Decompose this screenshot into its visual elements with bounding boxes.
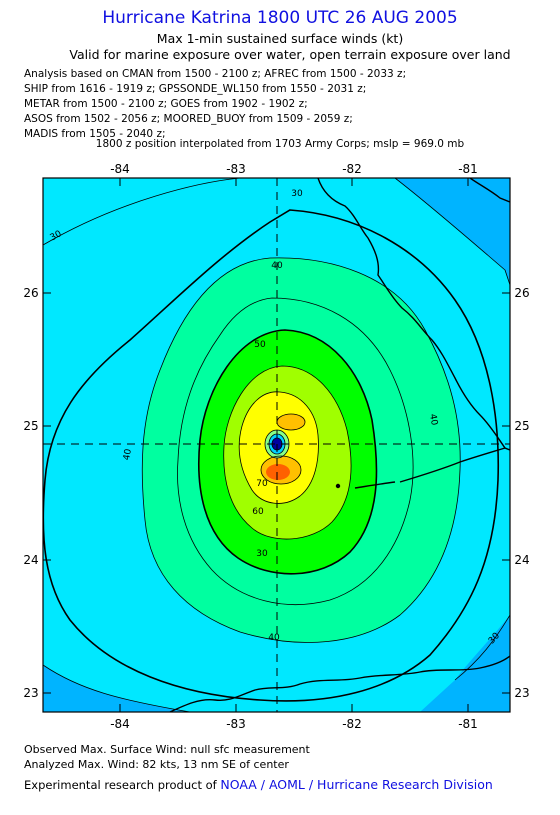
lon-tick-label: -83 [226, 717, 246, 731]
florida-coastline-north [469, 178, 510, 203]
contour-line [177, 297, 414, 605]
organization-link[interactable]: NOAA / AOML / Hurricane Research Divisio… [220, 777, 493, 792]
lat-tick-label: 23 [514, 686, 529, 700]
lon-tick-label: -84 [110, 717, 130, 731]
wind-field-map: -84 -83 -82 -81 -84 -83 -82 -81 26 25 24… [23, 162, 529, 731]
map-title: Hurricane Katrina 1800 UTC 26 AUG 2005 [102, 8, 458, 28]
contour-label: 50 [254, 340, 266, 350]
contour-label: 30 [256, 549, 268, 559]
cuba-coastline [169, 655, 510, 712]
band-80-90-north [277, 414, 305, 430]
contour-label: 40 [122, 448, 134, 461]
contour-line [197, 329, 378, 575]
lat-tick-label: 23 [23, 686, 38, 700]
analysis-line: Analysis based on CMAN from 1500 - 2100 … [24, 68, 407, 80]
contour-line [43, 664, 191, 712]
analysis-line: METAR from 1500 - 2100 z; GOES from 1902… [24, 98, 308, 110]
lon-tick-label: -81 [458, 162, 478, 176]
contour-line [43, 209, 500, 702]
validity-note: Valid for marine exposure over water, op… [69, 47, 511, 62]
contour-label: 70 [256, 479, 268, 489]
analysis-line: SHIP from 1616 - 1919 z; GPSSONDE_WL150 … [24, 83, 367, 95]
analyzed-max-wind: Analyzed Max. Wind: 82 kts, 13 nm SE of … [24, 758, 289, 771]
map-frame [42, 177, 511, 713]
florida-keys-west [354, 481, 396, 489]
contour-line [454, 614, 510, 681]
contour-line [141, 257, 461, 643]
analysis-line: ASOS from 1502 - 2056 z; MOORED_BUOY fro… [24, 113, 353, 125]
contour-label: 40 [427, 413, 439, 426]
dry-tortugas-island [335, 483, 341, 489]
contour-line [43, 178, 241, 246]
lat-tick-label: 25 [514, 419, 529, 433]
lon-tick-label: -82 [342, 162, 362, 176]
band-90-plus [266, 464, 290, 480]
observed-max-wind: Observed Max. Surface Wind: null sfc mea… [24, 743, 310, 756]
interpolation-note: 1800 z position interpolated from 1703 A… [95, 138, 465, 150]
credit-line: Experimental research product of NOAA / … [24, 777, 493, 793]
contour-line [260, 455, 302, 485]
florida-keys [399, 447, 506, 483]
lat-tick-label: 26 [514, 286, 529, 300]
lat-tick-label: 24 [514, 553, 529, 567]
contour-line [394, 178, 510, 286]
contour-label: 30 [49, 229, 64, 243]
lat-tick-label: 24 [23, 553, 38, 567]
analysis-sources: Analysis based on CMAN from 1500 - 2100 … [24, 67, 406, 142]
lon-tick-label: -83 [226, 162, 246, 176]
lon-tick-label: -81 [458, 717, 478, 731]
credit-prefix: Experimental research product of [24, 778, 217, 792]
lat-tick-label: 25 [23, 419, 38, 433]
lat-tick-label: 26 [23, 286, 38, 300]
lon-tick-label: -82 [342, 717, 362, 731]
footer: Observed Max. Surface Wind: null sfc mea… [24, 742, 493, 793]
florida-coastline [317, 178, 510, 451]
contour-label: 60 [252, 507, 264, 517]
lon-tick-label: -84 [110, 162, 130, 176]
analysis-line: MADIS from 1505 - 2040 z; [24, 128, 166, 140]
contour-line [223, 365, 352, 540]
contour-label: 40 [268, 633, 280, 643]
contour-label: 30 [291, 189, 303, 199]
map-subtitle: Max 1-min sustained surface winds (kt) [156, 31, 404, 46]
contour-label: 40 [271, 261, 283, 271]
